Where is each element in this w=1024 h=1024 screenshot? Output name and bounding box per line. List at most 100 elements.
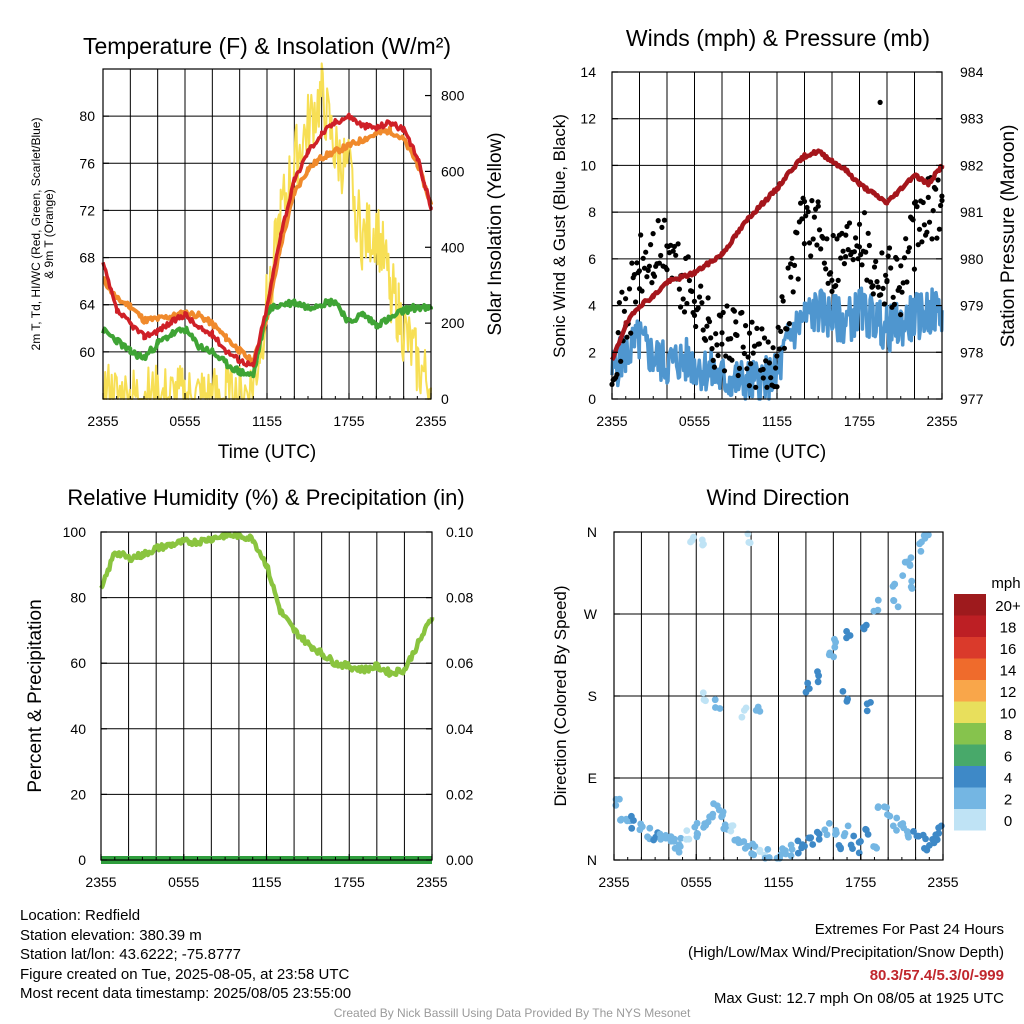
winds-xtick-label: 0555 xyxy=(679,413,710,429)
gust-point xyxy=(705,295,711,301)
gust-point xyxy=(636,268,643,274)
gust-point xyxy=(816,227,823,233)
direction-point xyxy=(855,849,863,857)
direction-point xyxy=(863,707,871,715)
gust-point xyxy=(684,300,690,307)
gust-point xyxy=(778,328,784,334)
direction-point xyxy=(913,832,921,840)
gust-point xyxy=(815,199,821,205)
rh-line xyxy=(99,531,435,678)
gust-point xyxy=(863,249,869,255)
gust-point xyxy=(670,248,676,254)
gust-point xyxy=(899,289,905,295)
solar-ytick-label: 800 xyxy=(441,88,465,104)
gust-point xyxy=(805,209,811,215)
gust-point xyxy=(713,331,719,337)
speed-legend-label: 0 xyxy=(1004,813,1012,830)
solar-ytick-label: 200 xyxy=(441,315,465,331)
gust-point xyxy=(745,354,751,360)
direction-point xyxy=(815,835,823,843)
gust-point xyxy=(809,198,815,204)
direction-point xyxy=(916,540,923,548)
direction-point xyxy=(677,834,685,842)
direction-point xyxy=(685,835,693,843)
direction-points xyxy=(612,530,945,862)
gust-point xyxy=(614,371,620,378)
max-gust-text: Max Gust: 12.7 mph On 08/05 at 1925 UTC xyxy=(713,990,1004,1007)
direction-point xyxy=(675,841,683,848)
direction-ylabel-left: Direction (Colored By Speed) xyxy=(551,585,570,806)
solar-ytick-label: 400 xyxy=(441,239,465,255)
gust-point xyxy=(746,383,753,389)
winds-ylabel-right: Station Pressure (Maroon) xyxy=(998,125,1019,348)
gust-point xyxy=(859,262,865,268)
direction-point xyxy=(710,800,717,808)
gust-point xyxy=(739,309,745,316)
humidity-ytick-label: 20 xyxy=(70,786,86,802)
direction-point xyxy=(617,816,625,824)
temperature-series xyxy=(101,62,433,400)
extremes-title: Extremes For Past 24 Hours xyxy=(814,921,1004,938)
gust-point xyxy=(774,353,780,359)
winds-ylabel-left: Sonic Wind & Gust (Blue, Black) xyxy=(550,114,569,358)
direction-point xyxy=(894,603,902,611)
direction-point xyxy=(917,547,925,555)
gust-point xyxy=(634,260,640,266)
direction-point xyxy=(700,696,708,704)
direction-point xyxy=(683,827,691,834)
temperature-ylabel-right: Solar Insolation (Yellow) xyxy=(485,132,506,335)
direction-point xyxy=(841,830,849,837)
direction-xtick-label: 2355 xyxy=(598,874,629,890)
gust-point xyxy=(850,257,856,263)
gust-point xyxy=(708,335,714,341)
gust-point xyxy=(623,296,629,302)
gust-point xyxy=(781,345,788,351)
gust-point xyxy=(714,342,720,348)
gust-point xyxy=(646,263,653,269)
direction-point xyxy=(656,830,664,838)
gust-point xyxy=(658,252,664,259)
gust-point xyxy=(896,285,903,291)
direction-point xyxy=(893,814,901,822)
direction-xtick-label: 1755 xyxy=(845,874,876,890)
temperature-xtick-label: 1755 xyxy=(333,413,364,429)
direction-point xyxy=(831,643,839,651)
speed-legend-label: 20+ xyxy=(995,598,1021,615)
gust-point xyxy=(731,308,738,314)
speed-legend-swatch xyxy=(954,680,986,702)
speed-legend-label: 8 xyxy=(1004,727,1012,744)
direction-point xyxy=(867,699,874,706)
speed-legend-label: 10 xyxy=(1000,706,1017,723)
gust-point xyxy=(888,265,894,271)
temperature-grid xyxy=(103,69,431,399)
gust-point xyxy=(780,298,786,304)
humidity-ytick-label: 100 xyxy=(63,524,87,540)
temperature-xlabel: Time (UTC) xyxy=(218,442,317,463)
gust-point xyxy=(719,341,725,347)
winds-ytick-label: 2 xyxy=(588,344,596,360)
gust-point xyxy=(921,222,928,228)
direction-point xyxy=(889,822,897,830)
gust-point xyxy=(808,253,814,259)
direction-point xyxy=(908,577,916,585)
gust-point xyxy=(773,365,779,371)
temperature-ytick-label: 72 xyxy=(79,202,95,218)
gust-point xyxy=(916,226,923,232)
gust-point xyxy=(833,283,839,289)
pressure-ytick-label: 984 xyxy=(960,64,984,80)
gust-point xyxy=(766,360,773,366)
gust-point xyxy=(661,217,668,223)
gust-point xyxy=(855,256,861,262)
gust-point xyxy=(650,231,656,237)
gust-point xyxy=(789,255,795,261)
gust-point xyxy=(821,260,828,266)
temperature-xtick-label: 2355 xyxy=(415,413,446,429)
gust-point xyxy=(929,236,935,242)
gust-point xyxy=(843,232,849,238)
gust-point xyxy=(830,232,836,239)
direction-point xyxy=(837,844,844,852)
direction-point xyxy=(937,822,945,830)
winds-title: Winds (mph) & Pressure (mb) xyxy=(626,25,930,51)
winds-ytick-label: 14 xyxy=(580,64,596,80)
